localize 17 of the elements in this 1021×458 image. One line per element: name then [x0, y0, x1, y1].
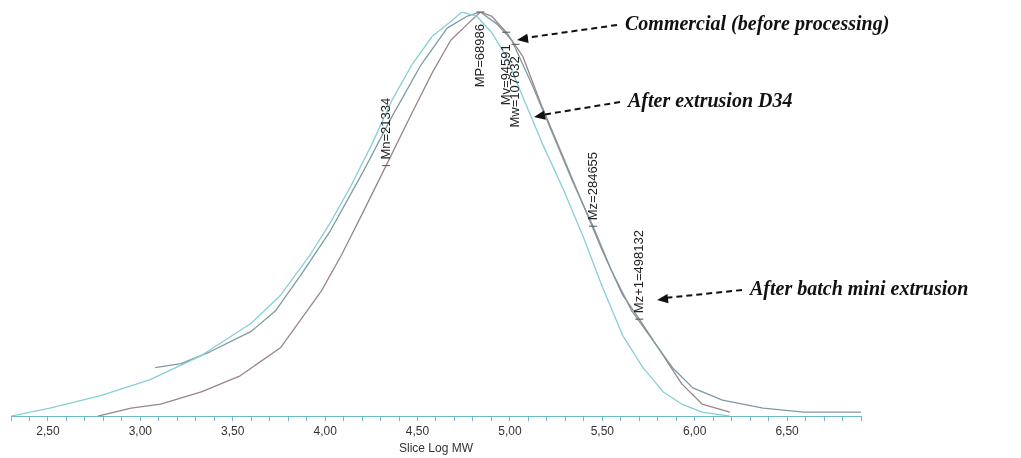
x-tick-label: 6,00 [683, 423, 707, 438]
x-tick-label: 5,00 [498, 423, 522, 438]
x-tick-label: 4,00 [313, 423, 338, 438]
annotation: Mz=284655 [584, 151, 600, 221]
x-axis-title: Slice Log MW [398, 441, 474, 456]
x-tick-label: 5,50 [590, 423, 615, 438]
annotation: MP=68986 [471, 24, 487, 88]
x-tick-label: 4,50 [405, 423, 430, 438]
annotation: Mn=21334 [377, 97, 393, 160]
annotation: After batch mini extrusion [748, 277, 969, 301]
annotation: Commercial (before processing) [625, 12, 890, 36]
annotation: After extrusion D34 [626, 89, 793, 113]
x-tick-label: 3,50 [221, 423, 245, 438]
x-tick-label: 6,50 [775, 423, 800, 438]
x-tick-label: 3,00 [128, 423, 153, 438]
annotation: Mz+1=498132 [630, 230, 646, 314]
x-tick-label: 2,50 [36, 423, 60, 438]
